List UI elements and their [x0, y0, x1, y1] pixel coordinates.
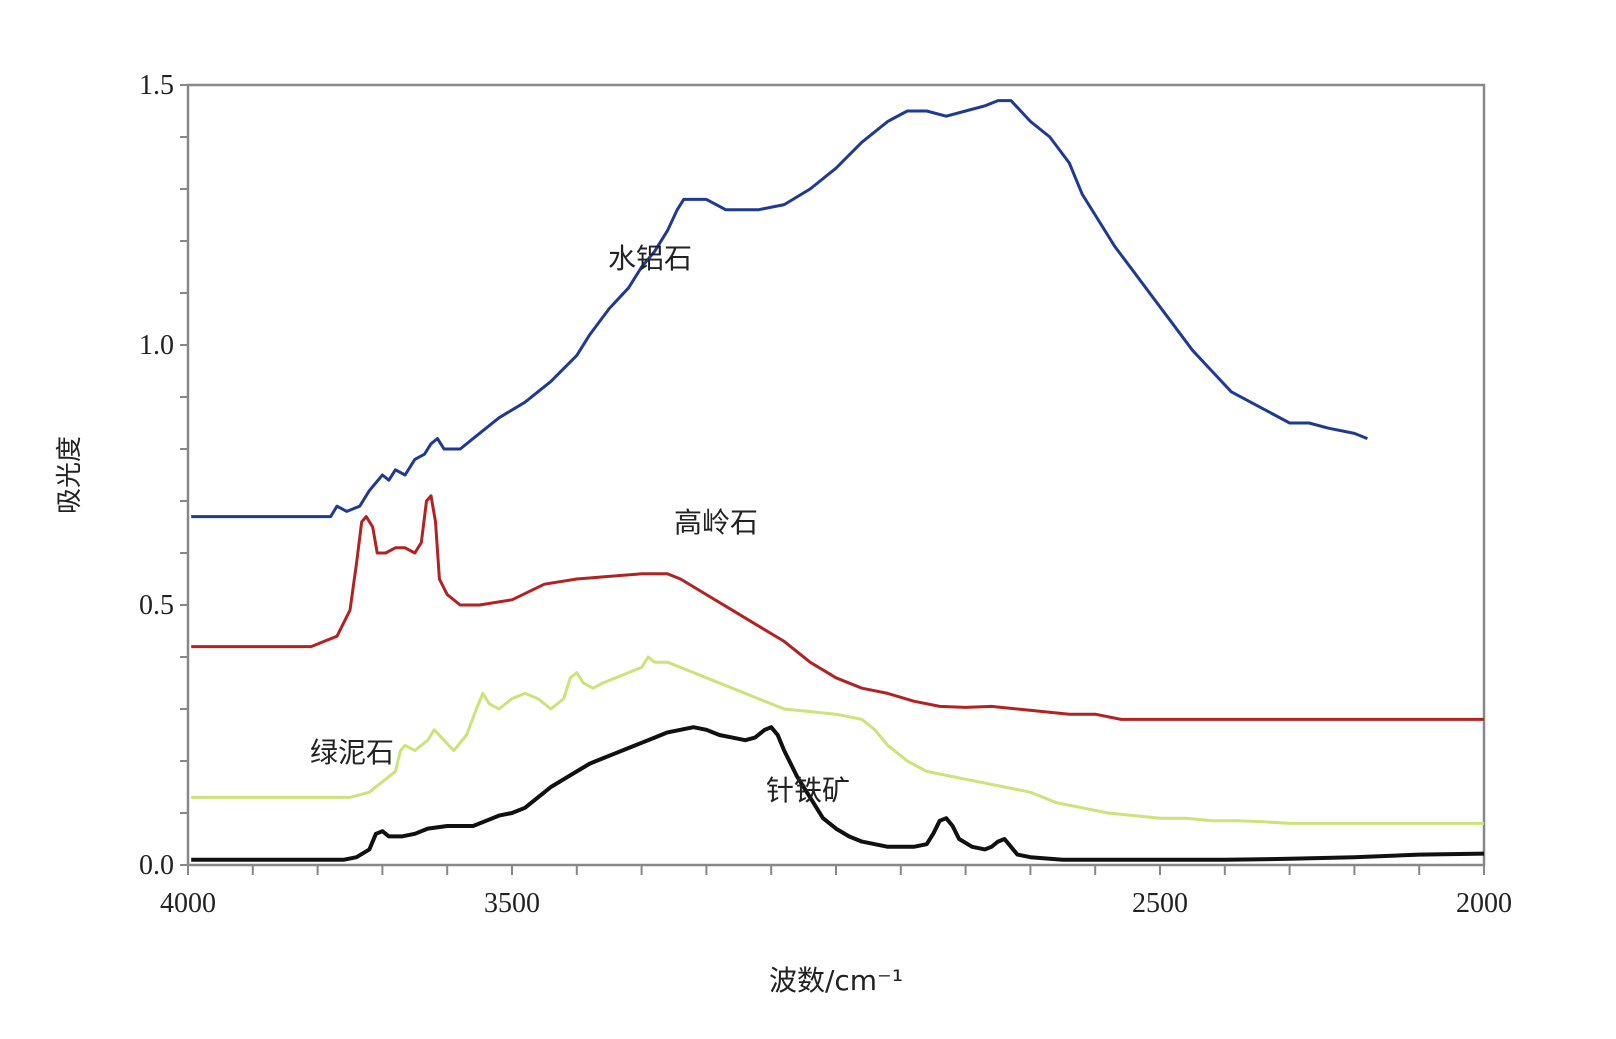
y-axis-label: 吸光度: [55, 436, 85, 514]
y-tick-label: 0.0: [139, 850, 174, 881]
y-tick-label: 1.5: [139, 70, 174, 101]
x-axis-label: 波数/cm⁻¹: [769, 964, 903, 997]
x-tick-label: 4000: [160, 888, 216, 919]
series-line-3: [191, 725, 1485, 862]
series-line-0: [191, 99, 1368, 519]
x-tick-label: 3500: [484, 888, 540, 919]
y-tick-label: 1.0: [139, 330, 174, 361]
series-label-2: 绿泥石: [310, 736, 394, 769]
x-tick-label: 2500: [1132, 888, 1188, 919]
axes: 0.0 0.5 1.0 1.5 4000 3500 2500 2000: [139, 70, 1512, 919]
x-tick-label: 2000: [1456, 888, 1512, 919]
series-label-1: 高岭石: [674, 506, 758, 539]
series-label-3: 针铁矿: [766, 774, 850, 807]
series-layer: [191, 99, 1485, 862]
series-line-1: [191, 494, 1484, 721]
series-line-2: [191, 655, 1484, 825]
series-label-0: 水铝石: [608, 242, 692, 275]
y-tick-label: 0.5: [139, 590, 174, 621]
